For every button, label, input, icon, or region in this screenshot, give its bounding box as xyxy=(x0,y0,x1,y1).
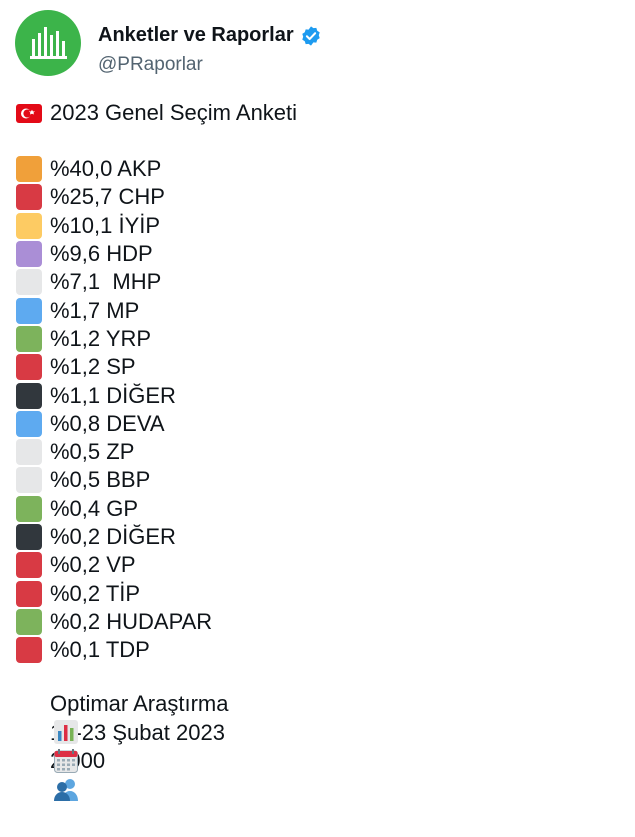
party-result-row: %1,2 SP xyxy=(16,353,616,381)
party-result-label: %1,7 MP xyxy=(50,297,140,323)
author-handle[interactable]: @PRaporlar xyxy=(98,54,203,75)
party-result-label: %0,1 TDP xyxy=(50,637,150,663)
calendar-icon xyxy=(16,720,78,773)
color-square-icon xyxy=(16,184,42,211)
party-result-label: %0,5 ZP xyxy=(50,439,135,465)
party-result-label: %0,8 DEVA xyxy=(50,410,165,436)
party-result-row: %0,5 ZP xyxy=(16,438,616,466)
color-square-icon xyxy=(16,410,42,437)
post-title: 2023 Genel Seçim Anketi xyxy=(50,100,298,125)
party-result-row: %0,4 GP xyxy=(16,495,616,523)
party-result-row: %1,2 YRP xyxy=(16,325,616,353)
color-square-icon xyxy=(16,580,42,607)
party-result-label: %1,1 DİĞER xyxy=(50,382,176,408)
color-square-icon xyxy=(16,467,42,494)
verified-badge-icon xyxy=(301,25,320,46)
party-result-label: %0,4 GP xyxy=(50,495,139,521)
party-result-label: %0,2 VP xyxy=(50,552,136,578)
party-result-label: %1,2 SP xyxy=(50,354,136,380)
party-result-row: %1,7 MP xyxy=(16,296,616,324)
party-result-row: %0,2 DİĞER xyxy=(16,523,616,551)
avatar[interactable] xyxy=(15,10,81,76)
author-name[interactable]: Anketler ve Raporlar xyxy=(98,24,294,46)
tweet-header: Anketler ve Raporlar @PRaporlar xyxy=(15,10,615,76)
party-result-row: %0,1 TDP xyxy=(16,636,616,664)
party-result-label: %25,7 CHP xyxy=(50,184,165,210)
footer-line-sample: 2.000 xyxy=(16,747,616,802)
party-result-row: %0,2 TİP xyxy=(16,579,616,607)
color-square-icon xyxy=(16,495,42,522)
party-result-label: %10,1 İYİP xyxy=(50,212,161,238)
color-square-icon xyxy=(16,354,42,381)
party-result-label: %7,1 MHP xyxy=(50,269,162,295)
author-name-row: Anketler ve Raporlar xyxy=(98,24,322,47)
color-square-icon xyxy=(16,382,42,409)
color-square-icon xyxy=(16,241,42,268)
party-result-row: %9,6 HDP xyxy=(16,240,616,268)
post-title-line: 2023 Genel Seçim Anketi xyxy=(16,98,616,128)
party-result-row: %0,2 VP xyxy=(16,551,616,579)
color-square-icon xyxy=(16,325,42,352)
party-result-row: %0,5 BBP xyxy=(16,466,616,494)
color-square-icon xyxy=(16,156,42,183)
party-result-row: %0,8 DEVA xyxy=(16,410,616,438)
party-result-row: %1,1 DİĞER xyxy=(16,381,616,409)
color-square-icon xyxy=(16,552,42,579)
footer-source-text: Optimar Araştırma xyxy=(50,691,229,717)
party-result-label: %0,2 TİP xyxy=(50,580,141,606)
color-square-icon xyxy=(16,637,42,664)
party-result-row: %40,0 AKP xyxy=(16,155,616,183)
color-square-icon xyxy=(16,524,42,550)
turkey-flag-icon xyxy=(16,103,42,123)
party-result-list: %40,0 AKP %25,7 CHP %10,1 İYİP %9,6 HDP %7,1… xyxy=(16,155,616,664)
party-result-label: %1,2 YRP xyxy=(50,325,152,351)
party-result-row: %25,7 CHP xyxy=(16,183,616,211)
party-result-label: %9,6 HDP xyxy=(50,241,153,267)
footer-line-date: 19-23 Şubat 2023 xyxy=(16,719,616,773)
party-result-label: %0,2 HUDAPAR xyxy=(50,608,213,634)
color-square-icon xyxy=(16,269,42,296)
party-result-row: %0,2 HUDAPAR xyxy=(16,608,616,636)
party-result-row: %7,1 MHP xyxy=(16,268,616,296)
color-square-icon xyxy=(16,297,42,324)
footer-line-source: Optimar Araştırma xyxy=(16,690,616,745)
party-result-label: %0,2 DİĞER xyxy=(50,524,176,549)
people-icon xyxy=(16,748,78,802)
party-result-label: %0,5 BBP xyxy=(50,467,151,493)
color-square-icon xyxy=(16,212,42,239)
color-square-icon xyxy=(16,608,42,635)
tweet-text: 2023 Genel Seçim Anketi %40,0 AKP %25,7 C… xyxy=(16,98,616,802)
party-result-label: %40,0 AKP xyxy=(50,156,162,182)
color-square-icon xyxy=(16,439,42,466)
bar-chart-icon xyxy=(16,691,78,745)
party-result-row: %10,1 İYİP xyxy=(16,212,616,240)
bar-chart-logo-icon xyxy=(30,27,67,59)
